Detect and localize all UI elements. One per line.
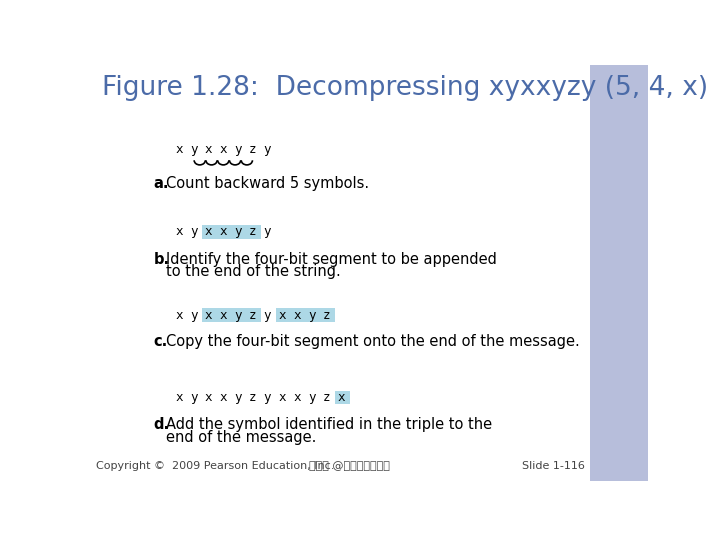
Bar bbox=[291, 308, 305, 322]
Text: Identify the four-bit segment to be appended: Identify the four-bit segment to be appe… bbox=[166, 252, 497, 267]
Text: y: y bbox=[234, 391, 242, 404]
Bar bbox=[232, 225, 246, 239]
Text: Copyright ©  2009 Pearson Education, Inc.: Copyright © 2009 Pearson Education, Inc. bbox=[96, 461, 335, 471]
Text: y: y bbox=[264, 391, 271, 404]
Bar bbox=[276, 308, 291, 322]
Text: y: y bbox=[190, 143, 197, 156]
Text: z: z bbox=[249, 143, 256, 156]
Text: x: x bbox=[176, 391, 183, 404]
Bar bbox=[320, 308, 335, 322]
Text: y: y bbox=[234, 225, 242, 238]
Text: Figure 1.28:  Decompressing xyxxyzy (5, 4, x): Figure 1.28: Decompressing xyxxyzy (5, 4… bbox=[102, 75, 708, 101]
Text: to the end of the string.: to the end of the string. bbox=[166, 264, 341, 279]
Text: y: y bbox=[190, 308, 197, 321]
Text: d.: d. bbox=[153, 417, 170, 433]
Text: y: y bbox=[308, 308, 315, 321]
Text: b.: b. bbox=[153, 252, 170, 267]
Text: x: x bbox=[220, 143, 227, 156]
Text: x: x bbox=[176, 225, 183, 238]
Text: Add the symbol identified in the triple to the: Add the symbol identified in the triple … bbox=[166, 417, 492, 433]
Text: x: x bbox=[204, 391, 212, 404]
Bar bbox=[217, 225, 232, 239]
Text: x: x bbox=[220, 391, 227, 404]
Text: x: x bbox=[220, 308, 227, 321]
Text: y: y bbox=[264, 143, 271, 156]
Bar bbox=[305, 308, 320, 322]
Text: a.: a. bbox=[153, 177, 169, 192]
Text: x: x bbox=[279, 391, 286, 404]
Text: x: x bbox=[204, 143, 212, 156]
Text: x: x bbox=[204, 308, 212, 321]
Text: y: y bbox=[190, 225, 197, 238]
Text: 蔡文能 @交通大學資工系: 蔡文能 @交通大學資工系 bbox=[309, 461, 390, 471]
Text: z: z bbox=[249, 308, 256, 321]
Text: x: x bbox=[338, 391, 345, 404]
Text: x: x bbox=[176, 143, 183, 156]
Text: z: z bbox=[249, 225, 256, 238]
Text: x: x bbox=[279, 308, 286, 321]
Bar bbox=[246, 225, 261, 239]
Text: x: x bbox=[176, 308, 183, 321]
Bar bbox=[246, 308, 261, 322]
Bar bbox=[232, 308, 246, 322]
Text: y: y bbox=[308, 391, 315, 404]
Text: Slide 1-116: Slide 1-116 bbox=[521, 461, 585, 471]
Text: x: x bbox=[293, 308, 301, 321]
Text: Count backward 5 symbols.: Count backward 5 symbols. bbox=[166, 177, 369, 192]
Text: x: x bbox=[204, 225, 212, 238]
Bar bbox=[202, 308, 217, 322]
Text: y: y bbox=[264, 225, 271, 238]
Text: x: x bbox=[293, 391, 301, 404]
Bar bbox=[590, 65, 648, 481]
Text: c.: c. bbox=[153, 334, 168, 349]
Text: y: y bbox=[234, 308, 242, 321]
Text: z: z bbox=[323, 308, 330, 321]
Text: x: x bbox=[220, 225, 227, 238]
Bar bbox=[202, 225, 217, 239]
Text: Copy the four-bit segment onto the end of the message.: Copy the four-bit segment onto the end o… bbox=[166, 334, 580, 349]
Text: end of the message.: end of the message. bbox=[166, 430, 316, 445]
Text: y: y bbox=[234, 143, 242, 156]
Text: z: z bbox=[249, 391, 256, 404]
Text: y: y bbox=[264, 308, 271, 321]
Text: y: y bbox=[190, 391, 197, 404]
Bar bbox=[217, 308, 232, 322]
Bar bbox=[335, 390, 350, 404]
Text: z: z bbox=[323, 391, 330, 404]
